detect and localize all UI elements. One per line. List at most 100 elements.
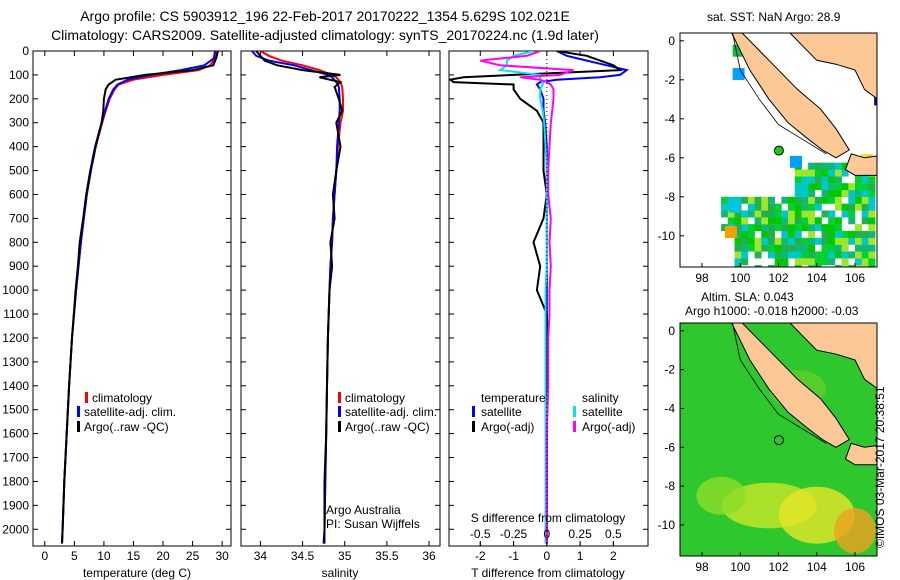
sst-pixel: [721, 203, 729, 211]
sst-pixel: [808, 169, 816, 177]
legend-swatch-argo: [338, 421, 341, 432]
sst-pixel: [794, 217, 802, 225]
land-bangka: [789, 323, 877, 389]
series-line-s-satellite: [497, 51, 548, 544]
series-line-climatology: [61, 51, 218, 544]
sst-pixel: [794, 176, 802, 184]
salinity-legend: climatology satellite-adj. clim. Argo(..…: [338, 391, 437, 434]
x2-tick-label: 0: [543, 527, 550, 541]
sst-pixel: [794, 189, 802, 197]
sst-pixel: [721, 196, 729, 204]
y-tick-label: 100: [9, 68, 29, 82]
sst-pixel: [841, 230, 849, 238]
sst-pixel: [754, 265, 762, 267]
legend-argo: Argo(..raw -QC): [84, 420, 169, 434]
sst-pixel: [855, 237, 863, 245]
sst-pixel: [741, 258, 749, 266]
sst-map-title: sat. SST: NaN Argo: 28.9: [707, 10, 841, 24]
lat-tick-label: -2: [664, 73, 675, 87]
legend-t-argo: Argo(-adj): [481, 420, 534, 434]
y-tick-label: 1800: [2, 474, 29, 488]
y-tick-label: 1700: [2, 451, 29, 465]
sst-pixel: [734, 265, 742, 267]
sst-pixel: [821, 258, 829, 266]
sst-pixel: [855, 265, 863, 267]
lon-tick-label: 98: [695, 560, 709, 574]
sst-pixel: [761, 237, 769, 245]
sst-pixel: [767, 251, 775, 259]
sst-pixel: [767, 203, 775, 211]
sst-pixel: [794, 169, 802, 177]
sst-pixel: [861, 196, 869, 204]
sla-map-title-line1: Altim. SLA: 0.043: [701, 290, 794, 304]
sst-pixel: [808, 196, 816, 204]
sst-pixel: [848, 189, 856, 197]
land-java: [844, 442, 877, 466]
sst-pixel: [821, 251, 829, 259]
sst-pixel: [814, 183, 822, 191]
sst-pixel: [834, 189, 842, 197]
sst-pixel: [808, 230, 816, 238]
y-tick-label: 500: [9, 164, 29, 178]
sst-pixel: [808, 251, 816, 259]
x-tick-label: 15: [127, 549, 141, 563]
x2-tick-label: -0.25: [500, 527, 528, 541]
sst-pixel: [808, 162, 816, 170]
sst-pixel: [834, 196, 842, 204]
sst-pixel: [855, 203, 863, 211]
sst-pixel: [814, 237, 822, 245]
sst-pixel: [861, 244, 869, 252]
sst-pixel: [868, 176, 876, 184]
series-line-climatology: [259, 51, 344, 544]
sst-pixel: [754, 251, 762, 259]
sst-pixel: [754, 210, 762, 218]
sst-pixel: [747, 224, 755, 232]
legend-swatch-argo: [77, 421, 80, 432]
sst-pixel: [861, 258, 869, 266]
sst-pixel: [834, 183, 842, 191]
sst-pixel: [868, 203, 876, 211]
y-tick-label: 700: [9, 211, 29, 225]
series-line-t-argo: [449, 51, 623, 544]
sst-pixel: [761, 203, 769, 211]
land-java: [844, 153, 877, 176]
lon-tick-label: 106: [845, 271, 865, 285]
sst-pixel: [801, 210, 809, 218]
sst-pixel: [861, 210, 869, 218]
imos-credit: ©IMOS 03-Mar-2017 20:38:51: [873, 386, 887, 548]
sst-pixel: [774, 224, 782, 232]
sst-pixel: [861, 265, 869, 267]
difference-panel: -2 -1 0 1 2 -0.5 -0.25 0 0.25 0.5: [448, 50, 649, 563]
sst-pixel: [721, 224, 729, 232]
sst-pixel: [848, 196, 856, 204]
sst-pixel: [861, 217, 869, 225]
sst-pixel: [834, 176, 842, 184]
sst-pixel: [808, 258, 816, 266]
legend-salinity-heading: salinity: [582, 391, 619, 405]
x-tick-label: 1: [577, 549, 584, 563]
sst-pixel: [761, 217, 769, 225]
pi-label: PI: Susan Wijffels: [326, 517, 420, 531]
sst-pixel: [868, 217, 876, 225]
sst-pixel: [821, 224, 829, 232]
sst-pixel: [794, 251, 802, 259]
sst-pixel: [828, 196, 836, 204]
sst-pixel: [747, 237, 755, 245]
sst-pixel: [841, 183, 849, 191]
lat-tick-label: -6: [664, 151, 675, 165]
sst-pixel: [834, 265, 842, 267]
sst-pixel: [794, 183, 802, 191]
sst-pixel: [801, 196, 809, 204]
legend-swatch-satellite: [338, 406, 341, 417]
lon-tick-label: 102: [768, 271, 788, 285]
sst-pixel: [841, 244, 849, 252]
sst-pixel: [767, 210, 775, 218]
legend-satellite: satellite-adj. clim.: [345, 405, 437, 419]
y-tick-label: 200: [9, 92, 29, 106]
sst-pixel: [794, 203, 802, 211]
argo-australia-label: Argo Australia: [326, 503, 401, 517]
sst-pixel: [761, 196, 769, 204]
sst-pixel: [741, 210, 749, 218]
sla-anomaly-blob: [834, 507, 876, 554]
sst-pixel: [841, 251, 849, 259]
